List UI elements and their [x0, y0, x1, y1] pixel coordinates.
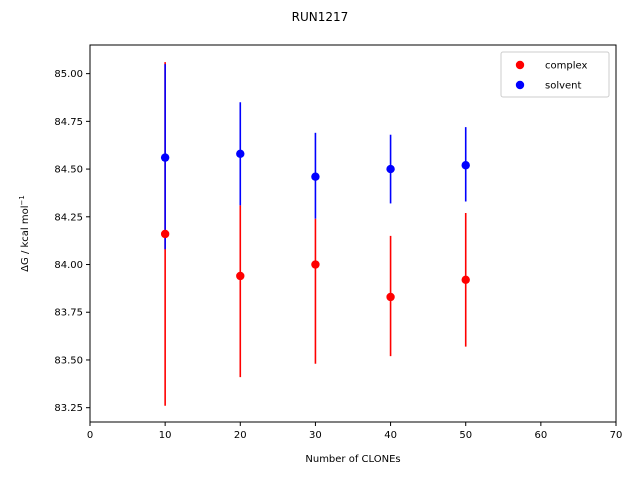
y-tick-label: 83.75: [54, 308, 83, 319]
y-axis-ticks: 83.25 83.50 83.75 84.00 84.25 84.50 84.75 85.00: [54, 69, 90, 414]
legend-marker-solvent: [515, 80, 525, 90]
y-tick-label: 84.25: [54, 212, 83, 223]
solvent-point: [160, 153, 170, 162]
y-axis-label-superscript: −1: [18, 195, 26, 205]
complex-point: [461, 275, 470, 284]
y-tick-label: 83.25: [54, 403, 83, 414]
legend-label-solvent: solvent: [545, 81, 582, 92]
x-axis-label: Number of CLONEs: [305, 454, 400, 465]
solvent-point: [236, 149, 245, 159]
x-tick-label: 50: [459, 430, 472, 441]
y-axis-label: ΔG / kcal mol−1: [18, 195, 31, 272]
y-tick-label: 83.50: [54, 355, 83, 366]
data-markers: [160, 149, 470, 302]
x-tick-label: 70: [610, 430, 623, 441]
y-tick-label: 84.50: [54, 165, 83, 176]
x-tick-label: 20: [234, 430, 247, 441]
legend: complex solvent: [500, 51, 610, 98]
legend-label-complex: complex: [545, 61, 587, 72]
x-tick-label: 60: [534, 430, 547, 441]
complex-point: [236, 271, 245, 281]
complex-point: [386, 292, 395, 302]
solvent-point: [311, 172, 320, 181]
y-tick-label: 85.00: [54, 69, 83, 80]
x-tick-label: 10: [159, 430, 172, 441]
legend-marker-complex: [515, 60, 525, 70]
solvent-point: [386, 164, 395, 174]
chart-title: RUN1217: [292, 10, 349, 24]
complex-point: [311, 260, 320, 269]
x-tick-label: 0: [87, 430, 93, 441]
error-bars: [164, 62, 467, 406]
x-tick-label: 30: [309, 430, 322, 441]
complex-point: [160, 229, 170, 239]
solvent-point: [461, 161, 470, 170]
x-axis-ticks: 0 10 20 30 40 50 60 70: [87, 422, 623, 441]
y-axis-label-main: ΔG / kcal mol: [20, 206, 31, 272]
x-tick-label: 40: [384, 430, 397, 441]
legend-box: [500, 51, 610, 98]
plot-frame: [89, 44, 617, 423]
y-tick-label: 84.00: [54, 260, 83, 271]
y-tick-label: 84.75: [54, 117, 83, 128]
